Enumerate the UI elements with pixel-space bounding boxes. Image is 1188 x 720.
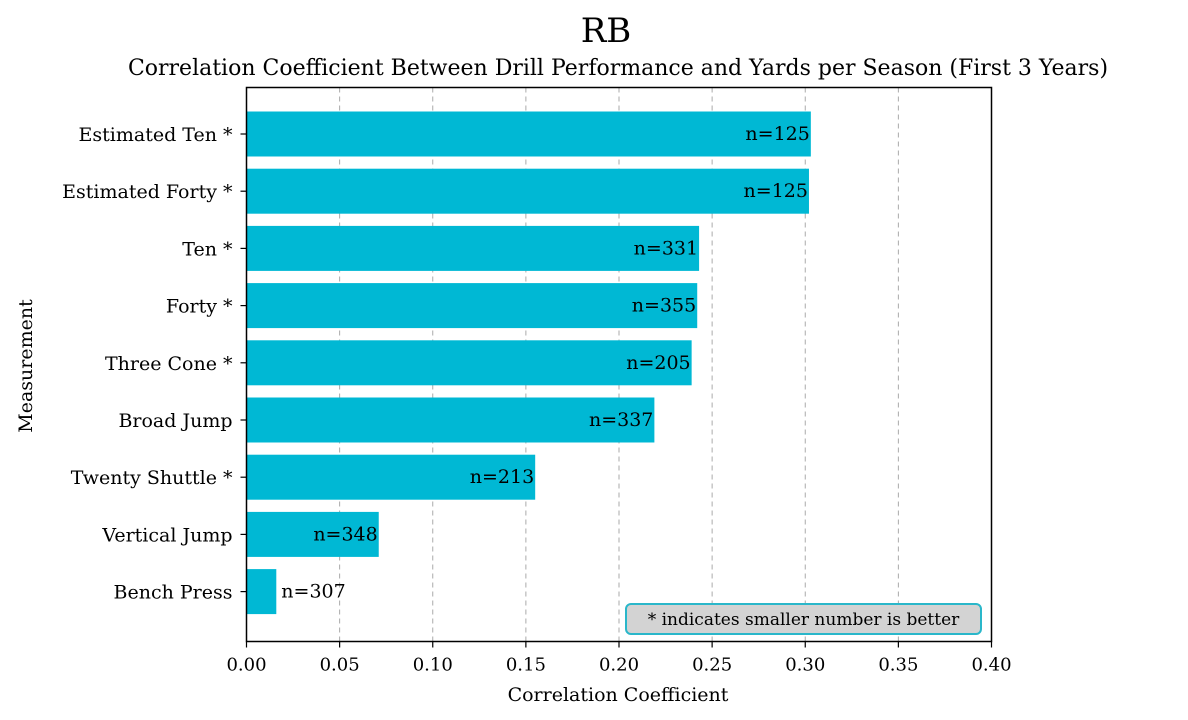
x-ticks-group: 0.00 0.05 0.10 0.15 0.20 0.25 0.30 0.35 0.40: [226, 641, 1012, 676]
bar: [246, 397, 655, 443]
x-tick-label: 0.05: [320, 655, 360, 676]
annotation-text: * indicates smaller number is better: [648, 610, 960, 630]
x-tick-label: 0.20: [599, 655, 639, 676]
bar: [246, 225, 700, 271]
bar: [246, 569, 277, 615]
y-axis-label: Measurement: [15, 299, 37, 433]
bar-value-label: n=348: [313, 523, 377, 545]
y-tick-label: Broad Jump: [118, 410, 232, 432]
bars-group: [246, 111, 811, 615]
y-tick-label: Ten *: [182, 238, 233, 260]
y-tick-label: Twenty Shuttle *: [71, 467, 233, 489]
bar-value-label: n=307: [281, 581, 345, 603]
x-tick-label: 0.30: [785, 655, 825, 676]
chart-title: Correlation Coefficient Between Drill Pe…: [128, 56, 1108, 81]
x-axis-label: Correlation Coefficient: [508, 684, 729, 706]
bar-value-label: n=355: [632, 295, 696, 317]
chart-suptitle: RB: [581, 11, 632, 51]
x-tick-label: 0.40: [971, 655, 1011, 676]
y-tick-label: Bench Press: [114, 582, 233, 604]
bar-value-label: n=125: [744, 180, 808, 202]
x-tick-label: 0.15: [506, 655, 546, 676]
bar-value-label: n=337: [589, 409, 653, 431]
x-tick-label: 0.35: [878, 655, 918, 676]
y-tick-label: Estimated Forty *: [62, 181, 233, 203]
x-tick-label: 0.10: [413, 655, 453, 676]
bar: [246, 454, 536, 500]
bar: [246, 168, 809, 214]
y-tick-label: Estimated Ten *: [79, 124, 233, 146]
bar: [246, 340, 692, 386]
bar-value-label: n=125: [745, 123, 809, 145]
annotation-background: [625, 603, 982, 635]
bar-value-label: n=205: [626, 352, 690, 374]
y-tick-label: Forty *: [166, 296, 233, 318]
bar: [246, 511, 379, 557]
bar-value-label: n=331: [634, 237, 698, 259]
x-tick-label: 0.25: [692, 655, 732, 676]
y-tick-label: Vertical Jump: [101, 524, 232, 546]
annotation-box: * indicates smaller number is better: [625, 603, 982, 635]
y-tick-label: Three Cone *: [105, 353, 233, 375]
bar: [246, 111, 811, 157]
x-tick-label: 0.00: [226, 655, 266, 676]
bar-value-label: n=213: [470, 466, 534, 488]
y-ticks-group: Estimated Ten * Estimated Forty * Ten * For…: [62, 124, 247, 604]
bar-labels-group: n=125 n=125 n=331 n=355 n=205 n=337 n=213 n=348…: [281, 123, 810, 603]
bar: [246, 283, 698, 329]
